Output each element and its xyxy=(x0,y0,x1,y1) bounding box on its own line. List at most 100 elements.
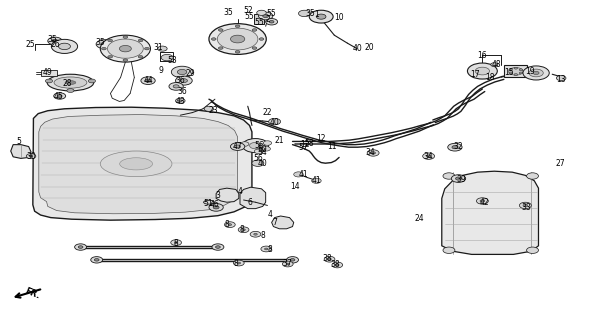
Circle shape xyxy=(254,149,263,154)
Circle shape xyxy=(107,39,143,58)
Circle shape xyxy=(52,39,58,43)
Circle shape xyxy=(171,240,181,245)
Circle shape xyxy=(230,143,245,150)
Circle shape xyxy=(123,59,128,61)
Circle shape xyxy=(138,55,143,58)
Circle shape xyxy=(448,143,462,151)
Ellipse shape xyxy=(204,200,214,204)
Text: 24: 24 xyxy=(414,214,424,223)
Text: 53: 53 xyxy=(167,56,177,65)
Bar xyxy=(160,52,173,61)
Text: 32: 32 xyxy=(454,142,463,151)
Text: 22: 22 xyxy=(263,108,272,117)
Circle shape xyxy=(224,222,235,228)
Text: 40: 40 xyxy=(258,159,267,168)
Circle shape xyxy=(75,244,87,250)
Circle shape xyxy=(332,262,343,268)
Circle shape xyxy=(59,43,70,50)
Circle shape xyxy=(328,258,331,260)
Text: 37: 37 xyxy=(283,260,293,268)
Circle shape xyxy=(171,66,193,78)
Text: 12: 12 xyxy=(300,140,309,148)
Circle shape xyxy=(241,142,249,146)
Text: 34: 34 xyxy=(365,148,375,157)
Text: 49: 49 xyxy=(43,68,53,77)
Circle shape xyxy=(443,173,455,179)
Text: 8: 8 xyxy=(174,239,179,248)
Circle shape xyxy=(141,77,155,84)
Circle shape xyxy=(527,247,538,253)
Text: 21: 21 xyxy=(275,136,284,145)
Circle shape xyxy=(371,152,376,154)
Text: 16: 16 xyxy=(478,51,487,60)
Circle shape xyxy=(269,20,274,23)
Circle shape xyxy=(48,37,62,45)
Circle shape xyxy=(480,200,485,202)
Circle shape xyxy=(282,261,293,267)
Text: 10: 10 xyxy=(334,13,344,22)
Text: 38: 38 xyxy=(331,260,340,269)
Circle shape xyxy=(287,257,298,263)
Circle shape xyxy=(309,10,333,23)
Text: 12: 12 xyxy=(316,134,326,143)
Circle shape xyxy=(259,38,264,40)
Circle shape xyxy=(216,246,220,248)
Text: 47: 47 xyxy=(233,142,242,151)
Polygon shape xyxy=(33,107,252,220)
Text: 29: 29 xyxy=(185,69,195,78)
Text: 3: 3 xyxy=(216,191,220,200)
Text: 39: 39 xyxy=(456,175,466,184)
Circle shape xyxy=(100,35,150,62)
Text: 4: 4 xyxy=(238,188,242,196)
Text: 41: 41 xyxy=(312,176,321,185)
Circle shape xyxy=(452,146,458,149)
Circle shape xyxy=(94,259,99,261)
Circle shape xyxy=(138,39,143,42)
Circle shape xyxy=(269,118,281,125)
Circle shape xyxy=(119,45,131,52)
Circle shape xyxy=(51,39,78,53)
Text: 35: 35 xyxy=(223,8,233,17)
Circle shape xyxy=(158,46,167,51)
Text: 36: 36 xyxy=(176,76,185,85)
Text: 58: 58 xyxy=(304,139,314,148)
Circle shape xyxy=(123,36,128,38)
Circle shape xyxy=(264,248,268,250)
Circle shape xyxy=(263,14,269,18)
Text: 56: 56 xyxy=(253,154,263,163)
Circle shape xyxy=(523,204,528,207)
Circle shape xyxy=(78,246,83,248)
Circle shape xyxy=(96,40,113,49)
Circle shape xyxy=(211,38,216,40)
Circle shape xyxy=(451,175,466,182)
Ellipse shape xyxy=(100,151,172,177)
Circle shape xyxy=(312,178,321,183)
Circle shape xyxy=(45,79,53,83)
Circle shape xyxy=(336,264,339,266)
Polygon shape xyxy=(442,171,538,254)
Text: 31: 31 xyxy=(153,43,163,52)
Circle shape xyxy=(252,29,257,31)
Circle shape xyxy=(204,106,214,111)
Circle shape xyxy=(286,263,290,265)
Ellipse shape xyxy=(65,81,76,84)
Circle shape xyxy=(262,147,270,151)
Circle shape xyxy=(237,262,241,264)
Circle shape xyxy=(91,257,103,263)
Circle shape xyxy=(230,35,245,43)
Circle shape xyxy=(219,47,223,49)
Circle shape xyxy=(209,24,266,54)
Ellipse shape xyxy=(54,77,87,88)
Text: 20: 20 xyxy=(364,43,374,52)
Circle shape xyxy=(67,89,74,92)
Text: 8: 8 xyxy=(224,220,229,229)
Text: 56: 56 xyxy=(255,141,264,150)
Circle shape xyxy=(266,19,278,25)
Text: 8: 8 xyxy=(267,245,272,254)
Circle shape xyxy=(180,79,187,83)
Text: 5: 5 xyxy=(17,137,21,146)
Text: 23: 23 xyxy=(209,106,219,115)
Circle shape xyxy=(290,259,295,261)
Circle shape xyxy=(316,14,326,19)
Circle shape xyxy=(519,72,523,74)
